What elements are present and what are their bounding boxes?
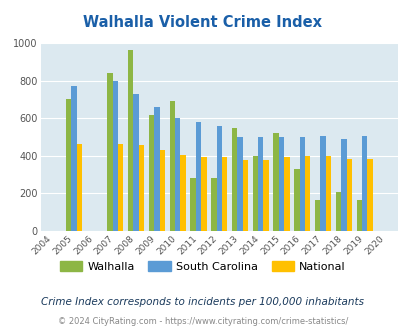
- Bar: [237, 137, 242, 231]
- Bar: [356, 200, 361, 231]
- Bar: [278, 137, 284, 231]
- Text: © 2024 CityRating.com - https://www.cityrating.com/crime-statistics/: © 2024 CityRating.com - https://www.city…: [58, 317, 347, 326]
- Bar: [294, 169, 299, 231]
- Bar: [139, 146, 144, 231]
- Bar: [200, 157, 206, 231]
- Bar: [66, 99, 71, 231]
- Bar: [242, 160, 247, 231]
- Bar: [149, 115, 154, 231]
- Bar: [107, 73, 113, 231]
- Bar: [346, 159, 351, 231]
- Bar: [231, 128, 237, 231]
- Bar: [169, 101, 175, 231]
- Bar: [314, 200, 320, 231]
- Bar: [299, 137, 304, 231]
- Bar: [361, 136, 367, 231]
- Bar: [211, 178, 216, 231]
- Bar: [154, 107, 159, 231]
- Bar: [216, 126, 222, 231]
- Bar: [180, 155, 185, 231]
- Bar: [252, 156, 258, 231]
- Bar: [113, 82, 118, 231]
- Bar: [325, 156, 330, 231]
- Bar: [175, 118, 180, 231]
- Text: Crime Index corresponds to incidents per 100,000 inhabitants: Crime Index corresponds to incidents per…: [41, 297, 364, 307]
- Text: Walhalla Violent Crime Index: Walhalla Violent Crime Index: [83, 15, 322, 30]
- Bar: [71, 86, 77, 231]
- Bar: [304, 156, 310, 231]
- Bar: [284, 157, 289, 231]
- Bar: [263, 160, 268, 231]
- Bar: [258, 137, 263, 231]
- Bar: [335, 192, 340, 231]
- Bar: [159, 150, 164, 231]
- Bar: [222, 157, 227, 231]
- Bar: [118, 144, 123, 231]
- Bar: [77, 144, 82, 231]
- Bar: [320, 136, 325, 231]
- Bar: [367, 159, 372, 231]
- Bar: [190, 178, 195, 231]
- Bar: [128, 50, 133, 231]
- Legend: Walhalla, South Carolina, National: Walhalla, South Carolina, National: [55, 257, 350, 277]
- Bar: [273, 133, 278, 231]
- Bar: [195, 122, 200, 231]
- Bar: [133, 94, 139, 231]
- Bar: [340, 139, 346, 231]
